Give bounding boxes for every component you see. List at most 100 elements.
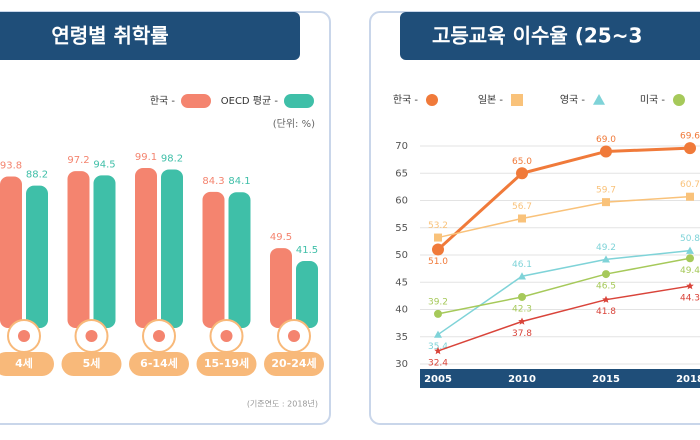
value-label: 49.4 bbox=[680, 266, 700, 276]
bar bbox=[0, 176, 22, 328]
category-pill bbox=[129, 352, 189, 376]
point bbox=[434, 233, 442, 242]
value-label: 49.2 bbox=[596, 243, 616, 253]
right-banner bbox=[400, 12, 700, 60]
value-label: 99.1 bbox=[135, 152, 157, 163]
category-icon-dot bbox=[18, 330, 30, 342]
x-tick-label: 15-19세 bbox=[204, 356, 249, 370]
bar bbox=[26, 185, 48, 328]
point bbox=[434, 346, 442, 355]
category-icon-dot bbox=[85, 330, 98, 342]
point bbox=[686, 246, 694, 254]
right-card bbox=[369, 11, 700, 425]
value-label: 49.5 bbox=[270, 232, 292, 243]
value-label: 32.4 bbox=[428, 358, 448, 368]
value-label: 41.8 bbox=[596, 307, 616, 317]
point bbox=[602, 295, 610, 303]
legend-label: 영국 - bbox=[560, 94, 586, 106]
x-tick-label: 2018 bbox=[676, 374, 700, 385]
point bbox=[600, 145, 612, 158]
y-tick-label: 30 bbox=[395, 359, 408, 370]
category-pill bbox=[0, 352, 54, 376]
value-label: 37.8 bbox=[512, 329, 532, 339]
point bbox=[518, 272, 526, 280]
category-pill bbox=[264, 352, 324, 376]
category-pill bbox=[61, 352, 122, 376]
x-tick-label: 2015 bbox=[592, 374, 620, 385]
value-label: 98.2 bbox=[161, 153, 183, 164]
value-label: 60.7 bbox=[680, 180, 700, 190]
legend-swatch bbox=[284, 94, 314, 108]
point bbox=[686, 254, 694, 263]
x-tick-label: 2005 bbox=[424, 374, 452, 385]
value-label: 84.3 bbox=[202, 176, 224, 187]
legend-label: 한국 - bbox=[393, 94, 419, 106]
value-label: 39.2 bbox=[428, 297, 448, 307]
value-label: 46.1 bbox=[512, 260, 532, 270]
legend-label: 한국 - bbox=[150, 95, 176, 107]
x-tick-label: 4세 bbox=[15, 356, 33, 370]
line bbox=[437, 257, 691, 315]
value-label: 88.2 bbox=[26, 170, 48, 181]
bar bbox=[228, 192, 251, 328]
value-label: 46.5 bbox=[596, 282, 616, 292]
value-label: 50.8 bbox=[680, 234, 700, 244]
y-tick-label: 70 bbox=[395, 141, 408, 152]
note: (기준연도 : 2018년) bbox=[247, 399, 318, 409]
category-icon-dot bbox=[220, 330, 233, 342]
point bbox=[684, 142, 696, 155]
value-label: 59.7 bbox=[596, 186, 616, 196]
line bbox=[437, 195, 691, 239]
bar bbox=[161, 169, 183, 328]
y-tick-label: 55 bbox=[395, 223, 408, 234]
category-pill bbox=[196, 352, 257, 376]
value-label: 42.3 bbox=[512, 304, 532, 314]
point bbox=[602, 270, 610, 279]
value-label: 97.2 bbox=[67, 155, 89, 166]
chart-title: 연령별 취학률 bbox=[51, 24, 168, 48]
legend-marker bbox=[426, 94, 438, 106]
category-icon-dot bbox=[288, 330, 300, 342]
point bbox=[518, 214, 526, 223]
value-label: 44.3 bbox=[680, 294, 700, 304]
legend-label: 미국 - bbox=[640, 94, 666, 106]
point bbox=[602, 198, 610, 207]
value-label: 53.2 bbox=[428, 221, 448, 231]
value-label: 51.0 bbox=[428, 257, 448, 267]
category-icon-dot bbox=[153, 330, 165, 342]
y-tick-label: 35 bbox=[395, 332, 408, 343]
legend-marker bbox=[511, 94, 523, 106]
legend-marker bbox=[593, 94, 605, 105]
chart-title: 고등교육 이수율 (25~3 bbox=[432, 24, 642, 48]
value-label: 84.1 bbox=[228, 176, 250, 187]
x-tick-label: 2010 bbox=[508, 374, 536, 385]
x-tick-label: 6-14세 bbox=[140, 356, 178, 370]
point bbox=[518, 317, 526, 325]
legend-label: OECD 평균 - bbox=[221, 95, 279, 107]
y-tick-label: 40 bbox=[395, 305, 408, 316]
bar bbox=[93, 175, 116, 328]
point bbox=[432, 243, 444, 256]
y-tick-label: 50 bbox=[395, 250, 408, 261]
bar bbox=[296, 260, 318, 328]
value-label: 69.6 bbox=[680, 132, 700, 142]
legend-label: 일본 - bbox=[478, 94, 504, 106]
x-tick-label: 20-24세 bbox=[271, 356, 316, 370]
point bbox=[516, 167, 528, 180]
value-label: 56.7 bbox=[512, 202, 532, 212]
value-label: 94.5 bbox=[93, 159, 115, 170]
point bbox=[602, 255, 610, 263]
value-label: 69.0 bbox=[596, 135, 616, 145]
bar bbox=[202, 191, 225, 328]
legend-marker bbox=[673, 94, 685, 106]
unit-label: (단위: %) bbox=[273, 117, 315, 130]
point bbox=[434, 309, 442, 318]
x-axis-band bbox=[420, 369, 700, 388]
bar bbox=[67, 171, 90, 328]
left-banner bbox=[0, 12, 300, 60]
legend-swatch bbox=[181, 94, 211, 108]
value-label: 65.0 bbox=[512, 157, 532, 167]
value-label: 35.4 bbox=[428, 342, 448, 352]
line bbox=[437, 285, 691, 352]
bar bbox=[135, 168, 157, 328]
